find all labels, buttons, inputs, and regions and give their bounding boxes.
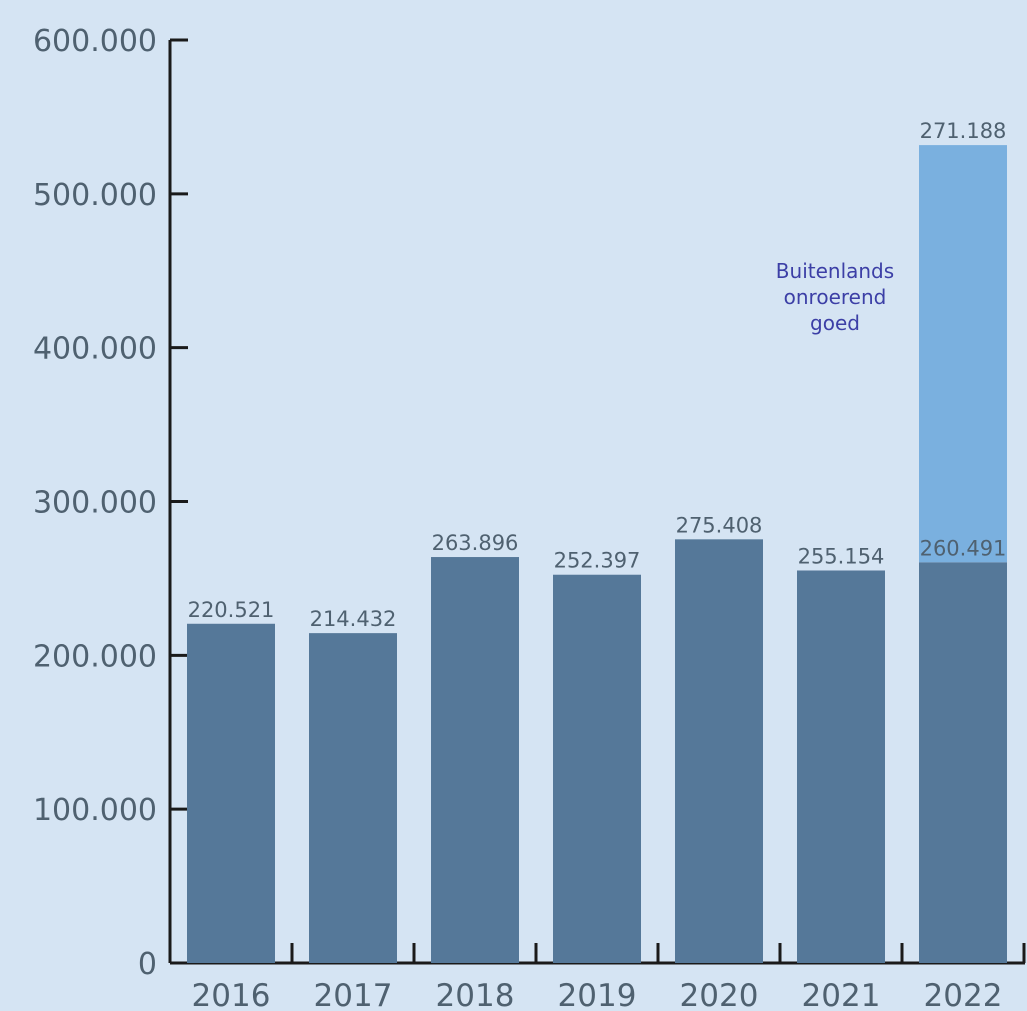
bar-2018-series-1 [431,557,519,963]
y-tick-label: 0 [138,947,157,982]
y-tick-label: 500.000 [33,178,157,213]
x-tick-label: 2018 [436,978,515,1011]
x-axis-ticks: 2016 2017 2018 2019 2020 2021 2022 [192,943,1026,1011]
value-label: 252.397 [554,549,641,573]
annotation-line: onroerend [784,285,887,309]
annotation-line: Buitenlands [776,259,894,283]
value-label: 260.491 [920,536,1007,560]
value-label: 220.521 [188,598,275,622]
value-label: 271.188 [920,119,1007,143]
bar-2021-series-1 [797,570,885,963]
y-tick-label: 400.000 [33,332,157,367]
x-tick-label: 2019 [558,978,637,1011]
bar-2019-series-1 [553,574,641,963]
value-label: 275.408 [676,513,763,537]
x-tick-label: 2016 [192,978,271,1011]
y-axis-ticks: 0 100.000 200.000 300.000 400.000 500.000 600.… [33,24,188,982]
x-tick-label: 2017 [314,978,393,1011]
y-tick-label: 300.000 [33,486,157,521]
bar-2016-series-1 [187,623,275,963]
y-tick-label: 100.000 [33,793,157,828]
value-label: 214.432 [310,607,397,631]
bar-2020-series-1 [675,539,763,963]
bar-2022-series-1 [919,562,1007,963]
value-labels: 220.521 214.432 263.896 252.397 275.408 255.1… [188,119,1007,631]
bar-2017-series-1 [309,633,397,963]
x-tick-label: 2020 [680,978,759,1011]
y-tick-label: 600.000 [33,24,157,59]
y-tick-label: 200.000 [33,639,157,674]
value-label: 263.896 [432,531,519,555]
value-label: 255.154 [798,544,885,568]
x-tick-label: 2021 [802,978,881,1011]
x-tick-label: 2022 [924,978,1003,1011]
bars [187,145,1007,963]
annotation-line: goed [810,311,860,335]
bar-2022-series-2 [919,145,1007,563]
